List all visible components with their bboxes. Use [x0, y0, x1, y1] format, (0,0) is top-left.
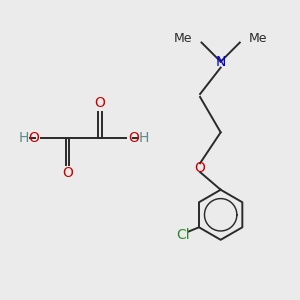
- Text: O: O: [94, 96, 105, 110]
- Text: O: O: [62, 166, 73, 180]
- Text: O: O: [29, 131, 40, 145]
- Text: N: N: [215, 55, 226, 69]
- Text: H: H: [139, 131, 149, 145]
- Text: O: O: [195, 161, 206, 175]
- Text: H: H: [18, 131, 29, 145]
- Text: O: O: [128, 131, 139, 145]
- Text: Me: Me: [249, 32, 267, 45]
- Text: Me: Me: [174, 32, 193, 45]
- Text: Cl: Cl: [176, 228, 190, 242]
